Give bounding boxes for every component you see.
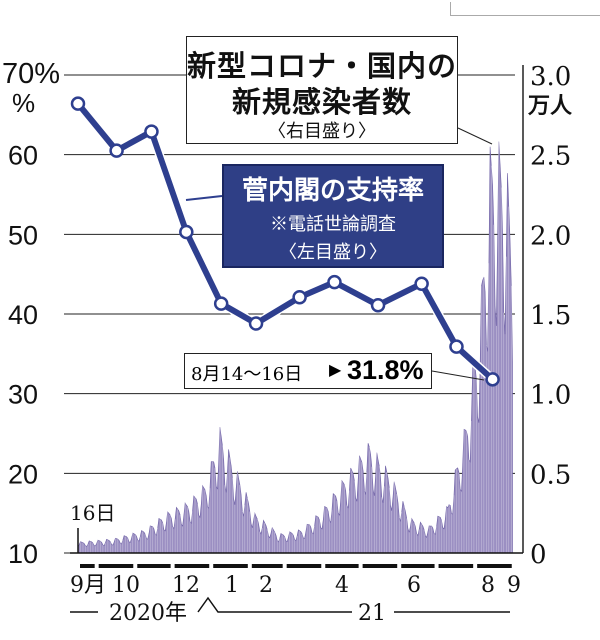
approval-point bbox=[109, 143, 124, 158]
x-tick-label: 8 bbox=[481, 573, 495, 598]
x-tick-label: 10 bbox=[112, 573, 140, 598]
right-tick-label: 2.5 bbox=[530, 142, 571, 172]
right-tick-label: 3.0 bbox=[530, 62, 571, 92]
x-tick-label: 9月 bbox=[70, 573, 106, 598]
left-axis-top-label: 70% bbox=[2, 58, 61, 90]
left-tick-label: 20 bbox=[8, 459, 38, 489]
x-tick-label: 12 bbox=[172, 573, 200, 598]
year-label-2020: 2020年 bbox=[109, 601, 187, 626]
approval-point bbox=[179, 224, 194, 240]
x-tick-label: 1 bbox=[225, 573, 239, 598]
approval-point bbox=[327, 274, 342, 290]
year-label-2021: 21 bbox=[358, 601, 386, 626]
approval-point bbox=[213, 296, 229, 311]
approval-callout: 菅内閣の支持率 ※電話世論調査 〈左目盛り〉 bbox=[222, 164, 444, 268]
approval-point bbox=[370, 297, 386, 313]
approval-scale-note: 〈左目盛り〉 bbox=[279, 242, 387, 263]
right-tick-label: 0.5 bbox=[530, 460, 571, 490]
percent-unit: % bbox=[12, 88, 36, 118]
approval-point bbox=[292, 290, 307, 305]
right-tick-label: 0 bbox=[530, 540, 547, 570]
infection-bars bbox=[77, 141, 513, 554]
approval-point bbox=[414, 276, 429, 291]
latest-value: 31.8% bbox=[347, 355, 424, 385]
approval-point bbox=[70, 96, 86, 111]
callout-leader bbox=[457, 127, 493, 145]
frame-corner bbox=[450, 2, 600, 16]
approval-subtitle: ※電話世論調査 bbox=[270, 214, 396, 235]
start-label: 16日 bbox=[70, 501, 115, 525]
left-tick-label: 60 bbox=[8, 141, 38, 171]
latest-date: 8月14～16日 bbox=[191, 364, 303, 385]
approval-point bbox=[144, 124, 159, 139]
approval-point bbox=[248, 316, 264, 331]
x-tick-label: 9 bbox=[507, 573, 521, 598]
approval-leader bbox=[185, 195, 223, 201]
infections-title-line1: 新型コロナ・国内の bbox=[187, 49, 458, 83]
right-tick-label: 1.5 bbox=[530, 301, 571, 331]
latest-leader bbox=[431, 370, 485, 381]
left-tick-label: 50 bbox=[8, 220, 38, 250]
approval-line bbox=[70, 96, 500, 387]
left-tick-label: 30 bbox=[8, 380, 38, 410]
right-tick-label: 2.0 bbox=[530, 221, 571, 251]
x-tick-label: 4 bbox=[335, 573, 349, 598]
x-tick-label: 2 bbox=[259, 573, 273, 598]
infections-callout: 新型コロナ・国内の 新規感染者数 〈右目盛り〉 bbox=[186, 36, 458, 144]
approval-point bbox=[449, 339, 464, 354]
left-tick-label: 10 bbox=[8, 539, 38, 569]
x-tick-label: 6 bbox=[407, 573, 421, 598]
infections-scale-note: 〈右目盛り〉 bbox=[268, 121, 376, 142]
approval-title: 菅内閣の支持率 bbox=[241, 176, 424, 206]
right-tick-label: 1.0 bbox=[530, 381, 571, 411]
triangle-right-icon: ▶ bbox=[329, 360, 342, 379]
right-axis-unit: 万人 bbox=[528, 93, 573, 119]
year-divider bbox=[197, 596, 226, 613]
latest-value-callout: 8月14～16日 ▶ 31.8% bbox=[184, 353, 432, 389]
approval-point bbox=[485, 372, 500, 387]
left-tick-label: 40 bbox=[8, 300, 38, 330]
infections-title-line2: 新規感染者数 bbox=[231, 85, 412, 119]
